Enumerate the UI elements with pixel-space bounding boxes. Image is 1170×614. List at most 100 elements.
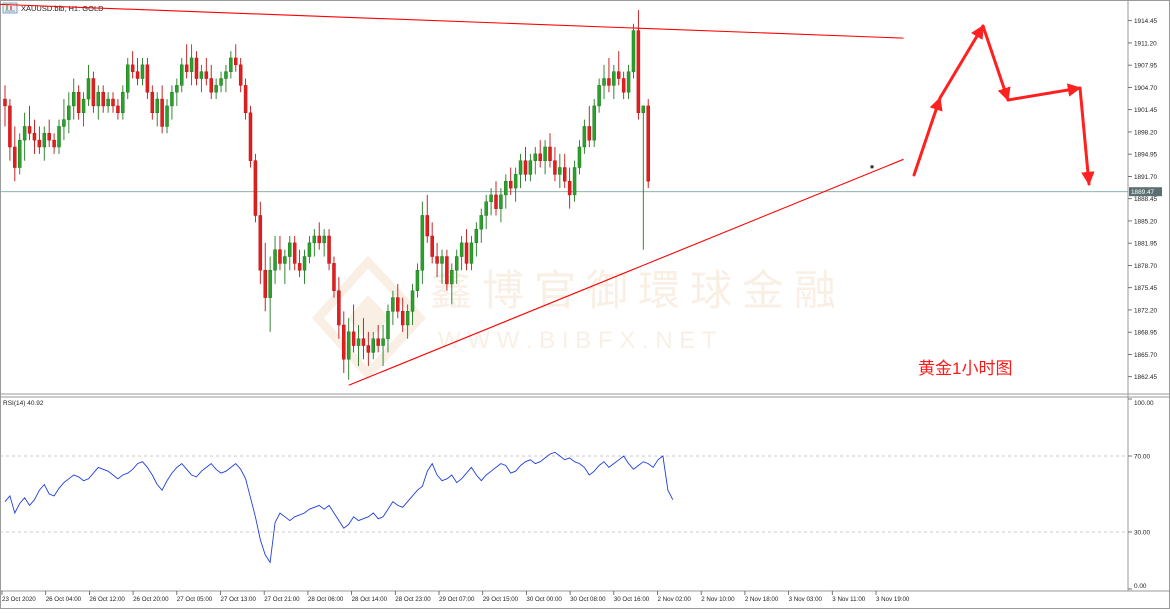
candle (474, 222, 479, 257)
projection-arrow-down-2[interactable] (1078, 86, 1095, 186)
candle-body (621, 78, 626, 93)
candle-body (508, 180, 513, 189)
candle-body (145, 64, 150, 93)
candle-body (322, 235, 326, 244)
projection-arrow-up-3[interactable] (1006, 83, 1082, 102)
candle-body (47, 133, 51, 141)
candle-body (538, 153, 542, 161)
rsi-tick-label: 30.00 (1134, 530, 1150, 537)
trendlines[interactable] (0, 0, 904, 386)
trendline-upper[interactable] (0, 0, 904, 39)
candle (567, 167, 572, 209)
projection-arrow-up-1[interactable] (912, 96, 943, 177)
candle-body (553, 160, 557, 175)
candle-body (607, 78, 611, 86)
candle (312, 229, 317, 257)
candle-body (307, 242, 312, 257)
candle (346, 318, 351, 380)
candle-body (234, 57, 238, 66)
candle (577, 140, 582, 175)
time-tick-label: 26 Oct 20:00 (133, 596, 169, 603)
candle (121, 85, 125, 120)
candle-body (184, 64, 189, 72)
candle (150, 85, 155, 120)
candle-body (612, 71, 616, 86)
candle-body (518, 160, 523, 175)
current-price-marker: 1889.47 (0, 187, 1162, 197)
price-tick-label: 1875.45 (1134, 285, 1158, 292)
candle (489, 188, 493, 216)
price-tick-label: 1891.70 (1134, 174, 1158, 181)
candle (538, 140, 542, 168)
projection-arrow-down-1[interactable] (981, 24, 1011, 102)
candle (57, 119, 61, 154)
candle (234, 44, 238, 72)
candle-body (631, 30, 636, 72)
candle-body (641, 105, 646, 114)
candle (366, 331, 371, 367)
candle-body (111, 98, 115, 107)
candle-body (180, 64, 184, 86)
candle (32, 119, 37, 154)
trendline-anchor[interactable] (870, 165, 874, 169)
candle (145, 57, 150, 100)
price-tick-label: 1888.45 (1134, 196, 1158, 203)
candle (47, 119, 51, 147)
candle-body (278, 249, 282, 264)
candle-body (646, 105, 650, 182)
projection-arrow-up-2[interactable] (938, 24, 985, 100)
candle (62, 99, 66, 141)
candle-body (484, 201, 488, 216)
candle (307, 236, 312, 264)
candle (81, 92, 86, 127)
candle (430, 222, 434, 264)
candle (376, 325, 380, 353)
candle (558, 153, 562, 189)
candle-body (229, 57, 233, 72)
candle-body (204, 71, 209, 79)
candle (381, 325, 385, 367)
projection-arrows[interactable] (912, 24, 1095, 186)
candle-body (361, 338, 366, 346)
candle (553, 146, 557, 182)
candle (52, 133, 56, 154)
candle-body (297, 263, 302, 271)
candle-body (209, 78, 213, 93)
candle-body (504, 180, 508, 196)
candles[interactable] (3, 10, 650, 380)
candle-body (572, 167, 577, 196)
candle (440, 249, 444, 284)
candle-body (248, 112, 253, 161)
time-axis[interactable]: 23 Oct 2020 26 Oct 04:00 26 Oct 12:00 26 Oc… (1, 591, 910, 603)
candle-body (194, 57, 199, 79)
trendline-lower[interactable] (348, 158, 904, 386)
price-tick-label: 1881.95 (1134, 241, 1158, 248)
candle (42, 126, 47, 161)
candle-body (238, 64, 243, 86)
candle (283, 249, 287, 284)
candle-body (3, 98, 7, 107)
current-price-label: 1889.47 (1131, 189, 1155, 196)
candle (548, 133, 552, 168)
candle-body (469, 242, 474, 264)
candle-body (263, 269, 267, 298)
candle-body (587, 126, 592, 141)
candle-body (366, 345, 371, 353)
candle (528, 153, 533, 182)
rsi-panel[interactable]: RSI(14) 40.92 100.00 70.00 30.00 0.00 (0, 398, 1154, 590)
time-tick-label: 27 Oct 13:00 (221, 596, 257, 603)
candle-body (499, 194, 503, 209)
candle-body (67, 105, 71, 120)
candle (641, 105, 646, 250)
candle (91, 71, 96, 113)
candle-body (337, 290, 341, 326)
candle (479, 208, 484, 243)
price-axis[interactable]: 1914.45 1911.20 1907.95 1904.70 1901.45 1898.… (1128, 18, 1158, 381)
rsi-tick-label: 0.00 (1134, 583, 1147, 590)
candle (71, 78, 76, 120)
candle-body (327, 235, 331, 264)
candle-body (381, 338, 385, 346)
candle-body (317, 235, 321, 244)
